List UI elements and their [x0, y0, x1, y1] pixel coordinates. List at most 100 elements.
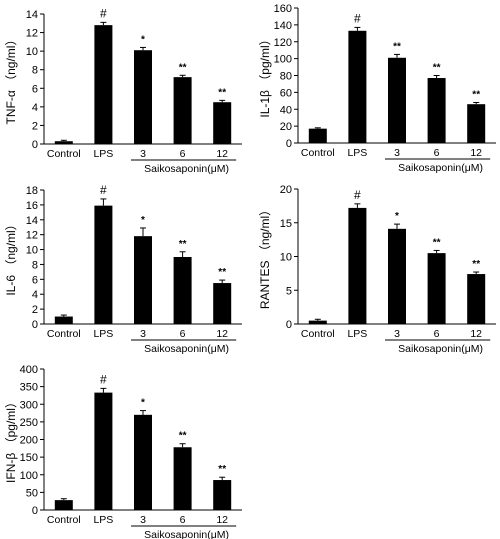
- significance-mark: **: [179, 431, 187, 442]
- bar-Control: [54, 141, 73, 144]
- y-tick-label: 140: [274, 20, 292, 32]
- bar-6: [427, 78, 446, 143]
- chart-panel-4: 0 5 10 15 20 RANTES （ng/ml） Control # LPS * 3 ** 6 **…: [258, 184, 496, 355]
- y-tick-label: 50: [26, 487, 38, 499]
- significance-mark: #: [354, 11, 361, 25]
- y-tick-label: 120: [274, 37, 292, 49]
- significance-mark: *: [141, 215, 145, 226]
- category-label: 12: [216, 328, 228, 340]
- category-label: Control: [47, 148, 81, 160]
- x-axis-label: Saikosaponin(μM): [398, 343, 483, 355]
- category-label: Control: [47, 328, 81, 340]
- y-tick-label: 10: [26, 46, 38, 58]
- bar-6: [173, 257, 192, 324]
- y-axis-label: TNF-α （ng/ml）: [4, 34, 18, 125]
- bar-3: [134, 50, 152, 144]
- category-label: 6: [180, 514, 186, 526]
- bar-LPS: [348, 207, 367, 324]
- significance-mark: **: [472, 259, 480, 270]
- y-tick-label: 5: [286, 285, 292, 297]
- bar-3: [134, 414, 152, 510]
- category-label: 3: [140, 514, 146, 526]
- chart-panel-1: 0 2 4 6 8 10 12 14 TNF-α （ng/ml） Control # LPS * 3 ** 6…: [4, 6, 242, 175]
- significance-mark: **: [433, 237, 441, 248]
- bar-12: [467, 274, 486, 324]
- y-tick-label: 0: [32, 505, 38, 517]
- y-tick-label: 80: [280, 71, 292, 83]
- bar-3: [134, 236, 152, 324]
- category-label: 12: [216, 148, 228, 160]
- significance-mark: *: [141, 398, 145, 409]
- y-tick-label: 16: [26, 200, 38, 212]
- y-tick-label: 200: [20, 435, 38, 447]
- y-tick-label: 20: [280, 121, 292, 133]
- significance-mark: **: [472, 90, 480, 101]
- category-label: LPS: [93, 514, 113, 526]
- significance-mark: #: [100, 6, 107, 20]
- y-tick-label: 2: [32, 120, 38, 132]
- category-label: 6: [180, 148, 186, 160]
- chart-panel-5: 0 50 100 150 200 250 300 350 400 IFN-β （pg/ml） Con…: [4, 364, 242, 539]
- y-tick-label: 10: [280, 252, 292, 264]
- bar-Control: [308, 128, 327, 143]
- y-tick-label: 12: [26, 230, 38, 242]
- category-label: 12: [470, 328, 482, 340]
- bar-Control: [308, 320, 327, 324]
- y-axis-label: IL-1β （pg/ml）: [258, 33, 272, 117]
- significance-mark: **: [218, 464, 226, 475]
- y-tick-label: 6: [32, 274, 38, 286]
- x-axis-label: Saikosaponin(μM): [144, 163, 229, 175]
- significance-mark: **: [218, 267, 226, 278]
- y-tick-label: 100: [274, 54, 292, 66]
- bar-3: [388, 228, 406, 324]
- y-tick-label: 0: [32, 319, 38, 331]
- y-axis-label: IL-6 （ng/ml）: [4, 218, 18, 295]
- y-tick-label: 0: [286, 319, 292, 331]
- y-tick-label: 18: [26, 185, 38, 197]
- category-label: LPS: [347, 147, 367, 159]
- y-tick-label: 10: [26, 245, 38, 257]
- y-tick-label: 100: [20, 470, 38, 482]
- bar-LPS: [348, 30, 367, 143]
- y-tick-label: 40: [280, 104, 292, 116]
- category-label: 3: [394, 147, 400, 159]
- y-tick-label: 4: [32, 102, 38, 114]
- y-tick-label: 160: [274, 3, 292, 15]
- significance-mark: **: [433, 63, 441, 74]
- bar-LPS: [94, 25, 113, 145]
- y-tick-label: 14: [26, 215, 38, 227]
- significance-mark: #: [100, 372, 107, 386]
- category-label: 3: [140, 328, 146, 340]
- y-tick-label: 300: [20, 399, 38, 411]
- y-axis-label: IFN-β （pg/ml）: [4, 396, 18, 483]
- y-tick-label: 0: [32, 139, 38, 151]
- bar-Control: [54, 316, 73, 324]
- y-tick-label: 150: [20, 452, 38, 464]
- y-tick-label: 14: [26, 9, 38, 21]
- category-label: Control: [301, 147, 335, 159]
- bar-12: [213, 283, 232, 324]
- y-tick-label: 20: [280, 184, 292, 196]
- category-label: LPS: [93, 148, 113, 160]
- x-axis-label: Saikosaponin(μM): [144, 529, 229, 539]
- bar-6: [173, 447, 192, 510]
- category-label: Control: [47, 514, 81, 526]
- y-tick-label: 60: [280, 87, 292, 99]
- x-axis-label: Saikosaponin(μM): [398, 162, 483, 174]
- y-tick-label: 2: [32, 304, 38, 316]
- y-tick-label: 15: [280, 218, 292, 230]
- bar-Control: [54, 500, 73, 510]
- bar-LPS: [94, 205, 113, 324]
- significance-mark: **: [179, 62, 187, 73]
- bar-12: [213, 102, 232, 144]
- category-label: LPS: [93, 328, 113, 340]
- category-label: 12: [470, 147, 482, 159]
- chart-panel-2: 0 20 40 60 80 100 120 140 160 IL-1β （pg/ml） Contro…: [258, 3, 496, 174]
- y-tick-label: 400: [20, 364, 38, 376]
- y-axis-label: RANTES （ng/ml）: [258, 204, 272, 309]
- bar-6: [427, 253, 446, 324]
- y-tick-label: 6: [32, 83, 38, 95]
- bar-6: [173, 77, 192, 144]
- category-label: 6: [434, 147, 440, 159]
